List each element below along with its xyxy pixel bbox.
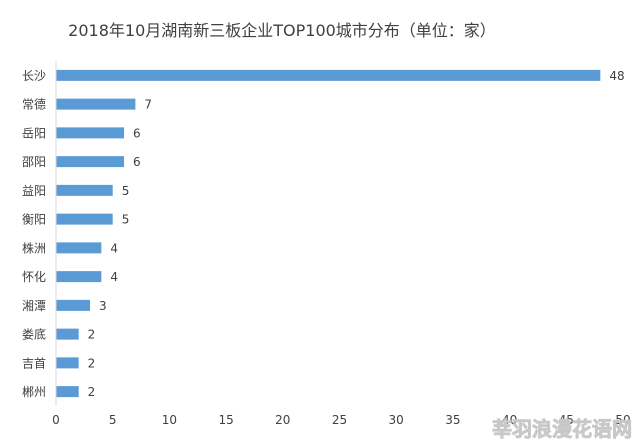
bar xyxy=(56,156,125,168)
category-label: 怀化 xyxy=(22,270,46,284)
watermark-text: 莘羽浪漫花语网 xyxy=(492,417,632,441)
data-label: 2 xyxy=(88,356,96,370)
data-label: 6 xyxy=(133,126,141,140)
x-tick-label: 35 xyxy=(445,413,460,427)
x-tick-label: 30 xyxy=(389,413,404,427)
bar xyxy=(56,299,91,311)
category-label: 湘潭 xyxy=(22,298,46,313)
category-label: 长沙 xyxy=(22,69,46,83)
bar xyxy=(56,357,79,369)
data-label: 4 xyxy=(110,270,118,284)
bar xyxy=(56,242,102,254)
category-label: 常德 xyxy=(22,97,46,112)
x-tick-label: 40 xyxy=(502,413,517,427)
axis-layer: 0 5 10 15 20 25 30 35 40 45 50长沙常德岳阳邵阳益阳衡阳株洲怀化湘潭娄底… xyxy=(22,61,631,427)
data-label: 5 xyxy=(122,184,130,198)
x-tick-label: 20 xyxy=(275,413,290,427)
bar xyxy=(56,69,601,81)
bar xyxy=(56,386,79,398)
bar xyxy=(56,213,113,225)
category-label: 岳阳 xyxy=(22,126,46,140)
data-label: 5 xyxy=(122,213,130,227)
data-label: 3 xyxy=(99,299,107,313)
x-tick-label: 25 xyxy=(332,413,347,427)
bar xyxy=(56,184,113,196)
category-label: 吉首 xyxy=(22,356,46,370)
data-label: 2 xyxy=(88,328,96,342)
bar xyxy=(56,98,136,110)
bar xyxy=(56,271,102,283)
data-label: 4 xyxy=(110,241,118,255)
x-tick-label: 0 xyxy=(52,413,60,427)
x-tick-label: 5 xyxy=(109,413,117,427)
x-tick-label: 15 xyxy=(218,413,233,427)
category-label: 株洲 xyxy=(22,240,46,255)
bar xyxy=(56,328,79,340)
data-label: 48 xyxy=(609,69,624,83)
x-tick-label: 10 xyxy=(162,413,177,427)
category-label: 邵阳 xyxy=(22,155,46,169)
bar xyxy=(56,127,125,139)
category-label: 娄底 xyxy=(22,327,46,342)
category-label: 益阳 xyxy=(22,184,46,198)
data-label: 2 xyxy=(88,385,96,399)
x-tick-label: 50 xyxy=(615,413,630,427)
x-tick-label: 45 xyxy=(559,413,574,427)
data-label: 6 xyxy=(133,155,141,169)
chart-title: 2018年10月湖南新三板企业TOP100城市分布（单位：家） xyxy=(68,21,496,40)
category-label: 郴州 xyxy=(22,385,46,399)
data-label: 7 xyxy=(144,98,152,112)
category-label: 衡阳 xyxy=(22,213,46,227)
